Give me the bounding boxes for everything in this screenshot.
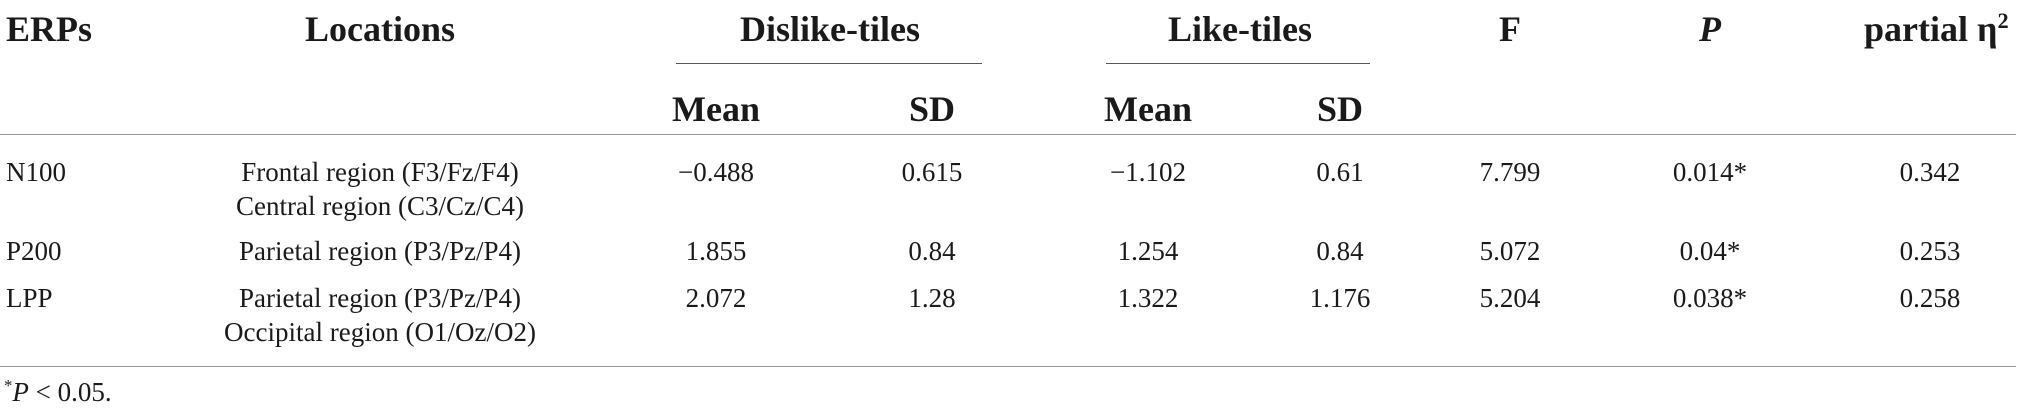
row-p200-f: 5.072 bbox=[1479, 236, 1541, 266]
row-lpp-like-mean: 1.322 bbox=[1117, 283, 1179, 313]
header-rule bbox=[0, 134, 2016, 135]
footnote: *P < 0.05. bbox=[4, 377, 112, 408]
row-n100-erp: N100 bbox=[6, 157, 66, 187]
row-lpp-eta: 0.258 bbox=[1899, 283, 1961, 313]
header-dislike-tiles: Dislike-tiles bbox=[740, 9, 920, 49]
header-locations: Locations bbox=[304, 9, 455, 49]
header-f: F bbox=[1499, 9, 1521, 49]
row-p200-dislike-sd: 0.84 bbox=[908, 236, 956, 266]
like-group-rule bbox=[1106, 63, 1370, 64]
row-lpp-dislike-mean: 2.072 bbox=[685, 283, 747, 313]
header-p: P bbox=[1699, 9, 1721, 49]
row-lpp-dislike-sd: 1.28 bbox=[908, 283, 956, 313]
row-n100-dislike-sd: 0.615 bbox=[901, 157, 963, 187]
row-lpp-location-1: Parietal region (P3/Pz/P4) bbox=[239, 283, 521, 313]
row-p200-location-1: Parietal region (P3/Pz/P4) bbox=[239, 236, 521, 266]
row-p200-p: 0.04* bbox=[1679, 236, 1741, 266]
row-lpp-p: 0.038* bbox=[1672, 283, 1748, 313]
footnote-star: * bbox=[4, 376, 13, 395]
row-n100-p: 0.014* bbox=[1672, 157, 1748, 187]
footnote-p: P bbox=[12, 377, 29, 407]
row-lpp-location-2: Occipital region (O1/Oz/O2) bbox=[224, 317, 536, 347]
row-lpp-erp: LPP bbox=[6, 283, 53, 313]
row-p200-eta: 0.253 bbox=[1899, 236, 1961, 266]
row-n100-dislike-mean: −0.488 bbox=[678, 157, 754, 187]
row-n100-like-sd: 0.61 bbox=[1316, 157, 1364, 187]
header-partial-eta-text: partial η bbox=[1864, 9, 1998, 49]
row-n100-location-1: Frontal region (F3/Fz/F4) bbox=[241, 157, 519, 187]
header-like-sd: SD bbox=[1316, 89, 1364, 129]
header-dislike-mean: Mean bbox=[672, 89, 760, 129]
row-n100-location-2: Central region (C3/Cz/C4) bbox=[236, 191, 524, 221]
header-erps: ERPs bbox=[6, 9, 93, 49]
row-lpp-f: 5.204 bbox=[1479, 283, 1541, 313]
header-partial-eta: partial η2 bbox=[1864, 8, 2009, 50]
row-p200-dislike-mean: 1.855 bbox=[685, 236, 747, 266]
row-n100-like-mean: −1.102 bbox=[1110, 157, 1186, 187]
header-like-tiles: Like-tiles bbox=[1168, 9, 1312, 49]
row-lpp-like-sd: 1.176 bbox=[1309, 283, 1371, 313]
row-p200-like-sd: 0.84 bbox=[1316, 236, 1364, 266]
footnote-text: < 0.05. bbox=[28, 377, 112, 407]
row-n100-f: 7.799 bbox=[1479, 157, 1541, 187]
table-bottom-rule bbox=[0, 366, 2016, 367]
dislike-group-rule bbox=[676, 63, 982, 64]
row-p200-like-mean: 1.254 bbox=[1117, 236, 1179, 266]
row-n100-eta: 0.342 bbox=[1899, 157, 1961, 187]
header-dislike-sd: SD bbox=[908, 89, 956, 129]
header-like-mean: Mean bbox=[1104, 89, 1192, 129]
header-partial-eta-sup: 2 bbox=[1997, 8, 2009, 33]
row-p200-erp: P200 bbox=[6, 236, 62, 266]
